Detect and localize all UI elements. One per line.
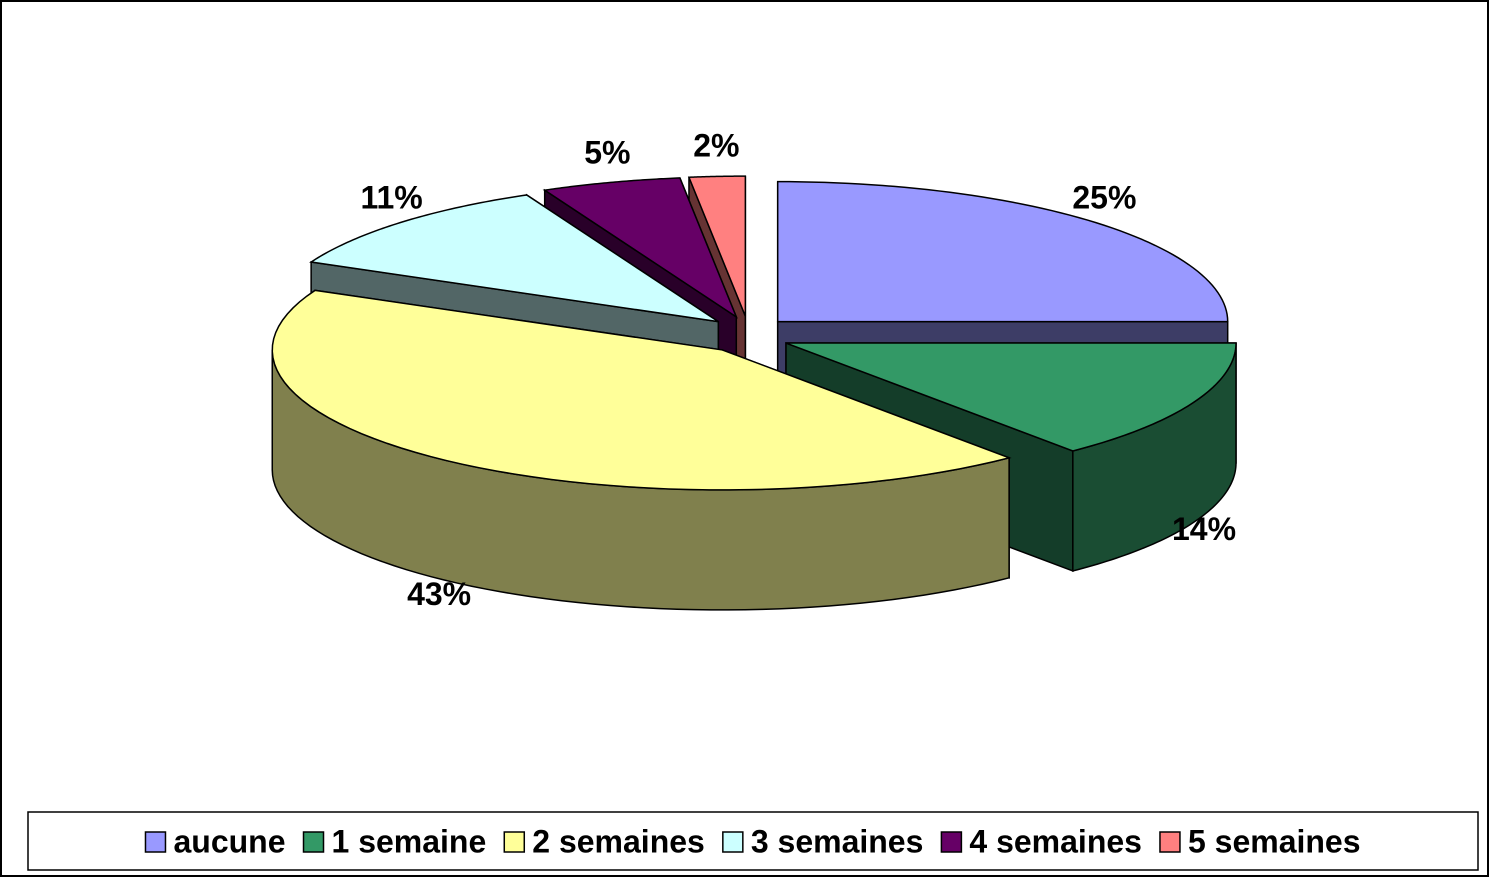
data-label: 5% [584,134,630,170]
legend-swatch [722,831,744,853]
slice-top [785,342,1237,452]
legend-label: 5 semaines [1188,823,1361,859]
data-label: 11% [360,180,422,216]
legend-swatch [144,831,167,853]
data-label: 43% [407,576,471,612]
slice-top [542,177,738,319]
legend-label: 4 semaines [969,823,1142,859]
slice-top [271,289,1012,491]
slice-top [776,180,1229,323]
data-label: 25% [1072,180,1136,216]
legend-label: 3 semaines [751,823,924,859]
legend-swatch [1159,831,1181,853]
data-label: 2% [693,128,739,164]
legend-box [27,811,1479,871]
legend-label: 2 semaines [532,823,705,859]
pie-slice [271,289,1012,611]
legend-label: aucune [173,823,285,859]
legend-swatch [940,831,963,853]
legend-label: 1 semaine [332,823,487,859]
slice-top [309,194,719,323]
data-label: 14% [1172,511,1236,547]
slice-top [687,175,747,317]
legend-swatch [503,831,526,853]
legend-swatch [302,831,325,853]
